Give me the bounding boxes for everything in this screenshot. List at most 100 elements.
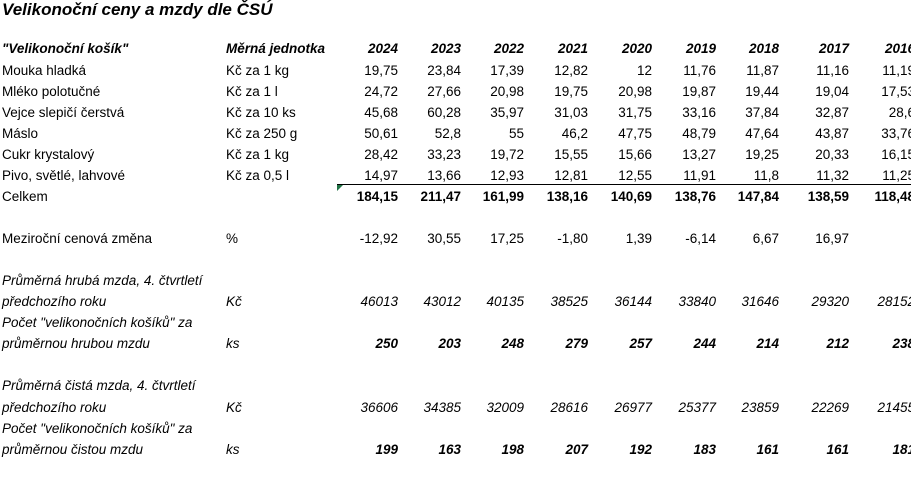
item-value: 13,27 (682, 147, 716, 162)
gross-baskets-label-line2: průměrnou hrubou mzdu (2, 336, 150, 351)
gross-wage-value: 36144 (614, 294, 652, 309)
gross-baskets-unit: ks (226, 336, 240, 351)
header-label: "Velikonoční košík" (2, 41, 129, 56)
net-baskets-label-line2: průměrnou čistou mzdu (2, 442, 144, 457)
net-baskets-row: průměrnou čistou mzdu ks 199 163 198 207… (0, 439, 911, 460)
item-value: 28,42 (364, 147, 398, 162)
item-value: 11,19 (882, 63, 911, 78)
net-baskets-value: 161 (826, 442, 849, 457)
total-value: 138,76 (674, 189, 716, 204)
change-value: 30,55 (427, 231, 461, 246)
item-value: 45,68 (364, 105, 398, 120)
net-baskets-value: 183 (693, 442, 716, 457)
total-label: Celkem (2, 189, 48, 204)
gross-baskets-value: 248 (501, 336, 524, 351)
gross-wage-row: předchozího roku Kč 46013 43012 40135 38… (0, 291, 911, 312)
header-row: "Velikonoční košík" Měrná jednotka 2024 … (0, 38, 911, 59)
item-value: 50,61 (364, 126, 398, 141)
item-name: Mléko polotučné (2, 84, 101, 99)
gross-wage-value: 46013 (360, 294, 398, 309)
gross-baskets-value: 244 (693, 336, 716, 351)
table-row: Vejce slepičí čerstvá Kč za 10 ks 45,68 … (0, 102, 911, 123)
item-value: 11,76 (683, 63, 716, 78)
gross-baskets-value: 214 (756, 336, 779, 351)
net-wage-value: 22269 (811, 400, 849, 415)
item-value: 17,53 (881, 84, 911, 99)
total-value: 147,84 (737, 189, 779, 204)
item-value: 32,87 (815, 105, 849, 120)
item-value: 16,15 (881, 147, 911, 162)
change-value: 6,67 (752, 231, 779, 246)
item-value: 24,72 (364, 84, 398, 99)
year-header: 2016 (884, 41, 911, 56)
gross-wage-value: 40135 (486, 294, 524, 309)
change-value: -1,80 (557, 231, 588, 246)
gross-baskets-label-line1: Počet "velikonočních košíků" za (2, 315, 193, 330)
gross-baskets-row: průměrnou hrubou mzdu ks 250 203 248 279… (0, 333, 911, 354)
item-value: 11,16 (816, 63, 849, 78)
item-value: 19,87 (682, 84, 716, 99)
gross-wage-value: 43012 (423, 294, 461, 309)
gross-baskets-value: 257 (629, 336, 652, 351)
change-value (843, 228, 911, 249)
gross-baskets-value: 203 (438, 336, 461, 351)
item-value: 33,23 (427, 147, 461, 162)
gross-baskets-value: 212 (826, 336, 849, 351)
sheet-title: Velikonoční ceny a mzdy dle ČSÚ (2, 0, 273, 19)
item-value: 14,97 (364, 168, 398, 183)
item-value: 47,75 (618, 126, 652, 141)
item-value: 12,55 (618, 168, 652, 183)
item-value: 19,25 (745, 147, 779, 162)
year-header: 2023 (430, 41, 461, 56)
gross-baskets-value: 250 (375, 336, 398, 351)
item-value: 19,75 (364, 63, 398, 78)
item-value: 60,28 (427, 105, 461, 120)
item-value: 11,8 (753, 168, 779, 183)
net-wage-value: 21455 (877, 400, 911, 415)
item-value: 47,64 (745, 126, 779, 141)
item-value: 19,75 (554, 84, 588, 99)
table-row: Pivo, světlé, lahvové Kč za 0,5 l 14,97 … (0, 165, 911, 186)
gross-wage-value: 31646 (741, 294, 779, 309)
item-value: 35,97 (490, 105, 524, 120)
change-label: Meziroční cenová změna (2, 231, 153, 246)
item-value: 11,87 (746, 63, 779, 78)
net-wage-unit: Kč (226, 400, 242, 415)
net-baskets-value: 198 (501, 442, 524, 457)
item-value: 37,84 (745, 105, 779, 120)
table-row: Mouka hladká Kč za 1 kg 19,75 23,84 17,3… (0, 60, 911, 81)
item-value: 11,91 (683, 168, 716, 183)
net-wage-value: 23859 (741, 400, 779, 415)
year-header: 2021 (557, 41, 588, 56)
item-value: 27,66 (427, 84, 461, 99)
net-wage-label-line1: Průměrná čistá mzda, 4. čtvrtletí (2, 378, 196, 393)
item-value: 52,8 (434, 126, 461, 141)
gross-wage-value: 28152 (877, 294, 911, 309)
total-value: 211,47 (420, 189, 461, 204)
net-baskets-value: 181 (892, 442, 911, 457)
cell-comment-marker (337, 185, 343, 191)
net-wage-value: 34385 (423, 400, 461, 415)
change-row: Meziroční cenová změna % -12,92 30,55 17… (0, 228, 911, 249)
year-header: 2017 (818, 41, 849, 56)
net-wage-value: 26977 (614, 400, 652, 415)
total-value: 138,16 (546, 189, 588, 204)
item-unit: Kč za 250 g (226, 126, 298, 141)
item-value: 19,72 (490, 147, 524, 162)
item-value: 19,44 (745, 84, 779, 99)
item-unit: Kč za 1 kg (226, 147, 290, 162)
net-wage-row: předchozího roku Kč 36606 34385 32009 28… (0, 397, 911, 418)
item-value: 33,76 (881, 126, 911, 141)
net-baskets-value: 207 (565, 442, 588, 457)
item-value: 17,39 (490, 63, 524, 78)
net-baskets-value: 192 (629, 442, 652, 457)
item-name: Mouka hladká (2, 63, 87, 78)
item-value: 55 (508, 126, 524, 141)
item-value: 13,66 (427, 168, 461, 183)
net-baskets-label-row: Počet "velikonočních košíků" za (0, 418, 911, 439)
year-header: 2022 (493, 41, 524, 56)
item-value: 12,81 (554, 168, 588, 183)
item-unit: Kč za 1 l (226, 84, 278, 99)
net-baskets-value: 163 (438, 442, 461, 457)
gross-wage-label-row: Průměrná hrubá mzda, 4. čtvrtletí (0, 270, 911, 291)
